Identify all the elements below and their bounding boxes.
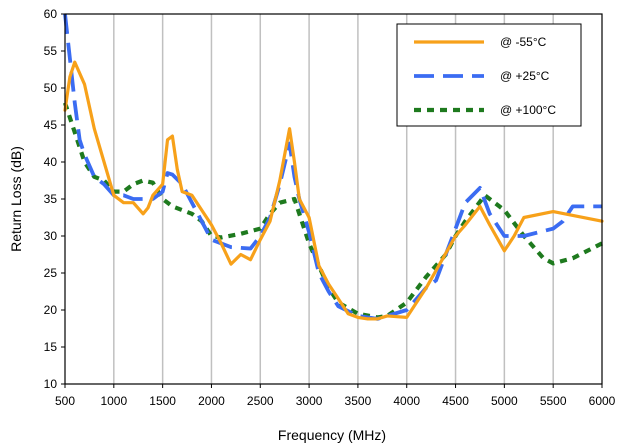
y-tick-label: 35 xyxy=(44,192,58,206)
x-tick-label: 3500 xyxy=(345,394,372,408)
x-tick-label: 2500 xyxy=(247,394,274,408)
legend-label-1: @ +25°C xyxy=(500,69,550,83)
y-tick-label: 45 xyxy=(44,118,58,132)
y-tick-label: 50 xyxy=(44,81,58,95)
y-tick-label: 60 xyxy=(44,7,58,21)
x-tick-labels: 500 1000 1500 2000 2500 3000 3500 4000 4500 5000 5… xyxy=(55,384,616,408)
x-tick-label: 6000 xyxy=(589,394,616,408)
y-tick-label: 25 xyxy=(44,266,58,280)
legend-label-2: @ +100°C xyxy=(500,103,556,117)
y-tick-label: 10 xyxy=(44,377,58,391)
legend: @ -55°C @ +25°C @ +100°C xyxy=(396,23,582,127)
x-axis-title: Frequency (MHz) xyxy=(278,427,386,443)
y-tick-label: 15 xyxy=(44,340,58,354)
series-lines xyxy=(63,13,604,321)
x-tick-label: 500 xyxy=(55,394,75,408)
y-tick-label: 40 xyxy=(44,155,58,169)
legend-label-0: @ -55°C xyxy=(500,35,547,49)
y-axis-title: Return Loss (dB) xyxy=(8,146,24,252)
x-tick-label: 5500 xyxy=(540,394,567,408)
y-tick-label: 55 xyxy=(44,44,58,58)
x-tick-label: 1000 xyxy=(100,394,127,408)
x-tick-label: 5000 xyxy=(491,394,518,408)
y-tick-label: 20 xyxy=(44,303,58,317)
y-tick-labels: 10 15 20 25 30 35 40 45 50 55 60 xyxy=(44,7,65,391)
x-tick-label: 4500 xyxy=(442,394,469,408)
x-tick-label: 2000 xyxy=(198,394,225,408)
x-tick-label: 3000 xyxy=(296,394,323,408)
y-tick-label: 30 xyxy=(44,229,58,243)
series-line-0 xyxy=(63,60,604,321)
x-tick-label: 4000 xyxy=(393,394,420,408)
series-line-1 xyxy=(63,13,602,321)
x-tick-label: 1500 xyxy=(149,394,176,408)
